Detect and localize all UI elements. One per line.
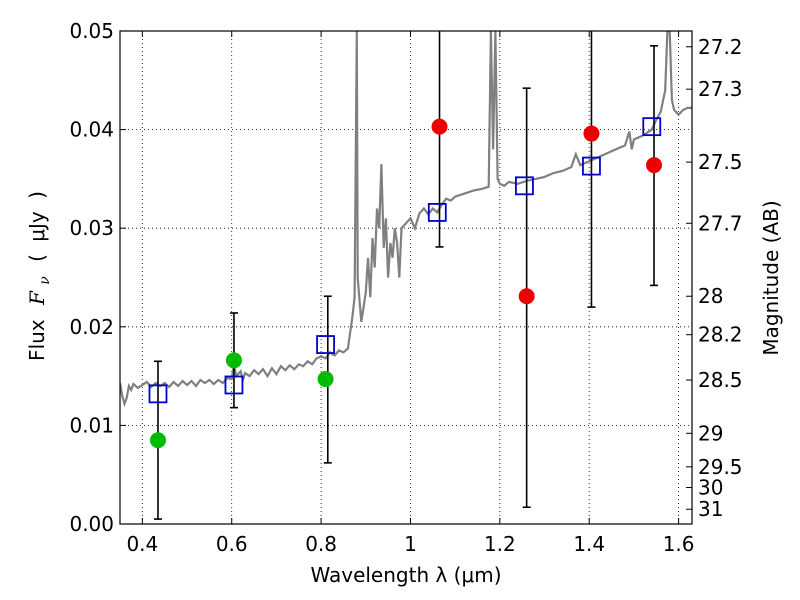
y-axis-label-unit: μJy [25,211,49,242]
y-axis-label: Flux F ν ( μJy ) [25,191,54,361]
y-axis-label-open-paren: ( [25,254,49,262]
magnitude-tick-label: 27.3 [698,77,743,101]
y-axis-label-symbol: F [25,290,49,306]
magnitude-tick-label: 31 [698,497,723,521]
observed-flux-point [431,118,448,135]
x-tick-label: 1 [404,532,417,556]
y-tick-label: 0.03 [69,216,114,240]
model-flux-square [515,176,534,196]
y-axis-label-prefix: Flux [25,319,49,361]
x-axis-label: Wavelength λ (μm) [310,563,501,587]
x-tick-label: 0.6 [216,532,248,556]
magnitude-tick-label: 28.2 [698,323,743,347]
observed-flux-point [149,432,166,449]
y-axis-label-subscript: ν [37,276,53,285]
x-tick-label: 0.4 [126,532,158,556]
observed-flux-point [518,288,535,305]
plot-frame [119,30,693,525]
magnitude-tick-label: 29.5 [698,455,743,479]
grid-lines [120,30,692,525]
model-spectrum [120,31,692,408]
spectrum-line [120,31,692,408]
magnitude-axis-label: Magnitude (AB) [759,200,783,355]
model-flux-square [224,375,244,395]
magnitude-tick-label: 27.7 [698,211,743,235]
observed-flux-point [225,352,242,369]
data-markers [148,117,663,449]
observed-flux-point [646,157,663,174]
x-tick-label: 0.8 [305,532,337,556]
magnitude-tick-label: 27.5 [698,150,743,174]
y-tick-label: 0.04 [69,118,114,142]
model-flux-square [427,203,447,222]
model-flux-square [316,335,335,354]
x-tick-label: 1.2 [484,532,516,556]
observed-flux-point [317,371,334,388]
model-flux-square [148,384,168,404]
magnitude-tick-label: 28 [698,284,723,308]
x-axis-ticks: 0.4 0.6 0.8 1 1.2 1.4 1.6 [126,31,695,556]
observed-flux-point [583,125,600,142]
y-tick-label: 0.05 [69,19,114,43]
magnitude-tick-label: 29 [698,421,723,445]
y-tick-label: 0.00 [69,512,114,536]
magnitude-tick-label: 30 [698,476,723,500]
magnitude-tick-label: 27.2 [698,35,743,59]
model-flux-square [582,156,601,176]
y-tick-label: 0.02 [69,315,114,339]
model-flux-square [642,117,662,137]
y-axis-label-close-paren: ) [25,191,49,199]
error-bars [153,31,659,520]
y-tick-label: 0.01 [69,413,114,437]
x-tick-label: 1.4 [573,532,605,556]
magnitude-tick-label: 28.5 [698,368,743,392]
x-tick-label: 1.6 [663,532,695,556]
y-axis-ticks: 0.00 0.01 0.02 0.03 0.04 0.05 [69,19,126,536]
